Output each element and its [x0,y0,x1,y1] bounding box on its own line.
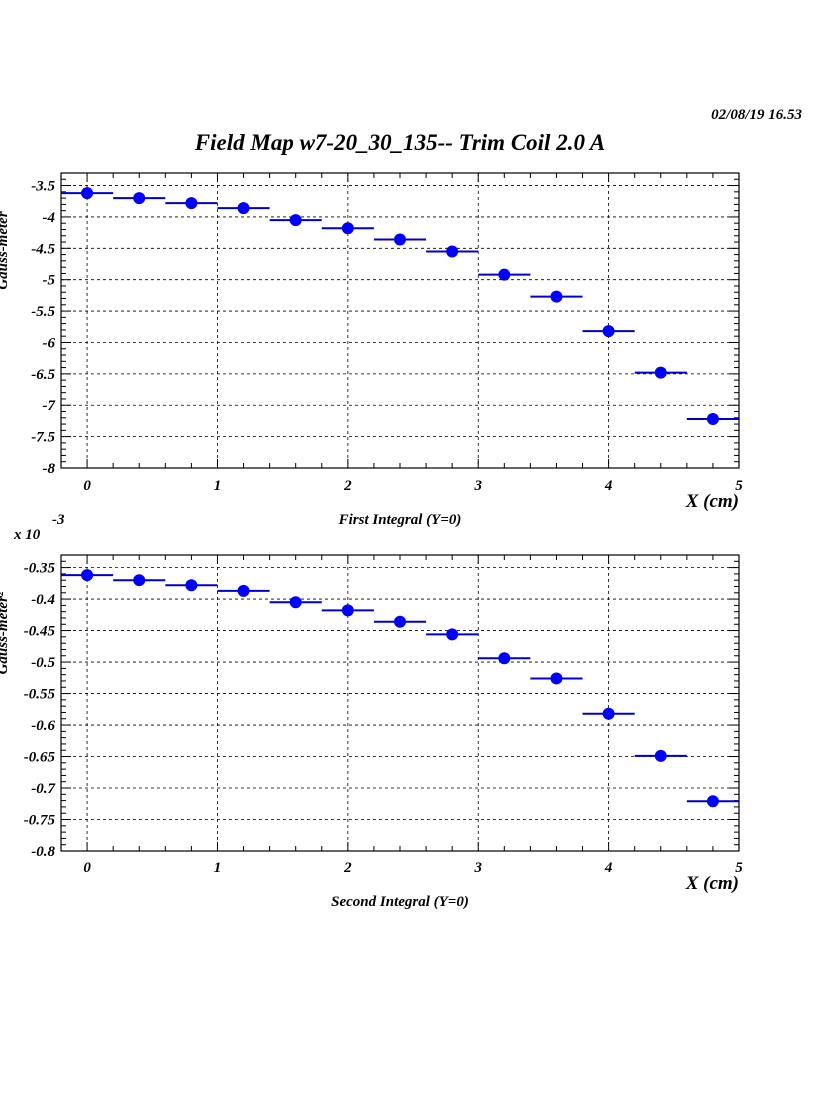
second-data-point [654,749,667,762]
first-data-point [237,202,250,215]
second-data-point [706,795,719,808]
first-xtick-label: 4 [604,478,613,494]
second-ytick-label: -0.75 [24,813,56,829]
first-data-point [446,245,459,258]
second-ytick-label: -0.65 [24,750,56,766]
first-ytick-label: -5 [43,273,56,289]
second-ytick-label: -0.5 [31,655,55,671]
first-data-point [498,268,511,281]
second-data-point [550,672,563,685]
second-x-axis-label: X (cm) [685,873,739,894]
second-data-point [394,615,406,628]
second-ytick-label: -0.7 [31,781,55,797]
second-data-point [185,579,198,592]
first-data-point [394,233,406,246]
first-data-point [185,197,198,210]
second-y-multiplier-exponent: -3 [52,512,65,528]
first-data-point [550,290,563,303]
second-data-point [133,574,146,587]
first-ytick-label: -8 [43,461,56,477]
first-ytick-label: -4.5 [31,241,55,257]
first-xtick-label: 2 [343,478,352,494]
second-ytick-label: -0.45 [24,624,56,640]
first-ytick-label: -7.5 [31,430,55,446]
second-data-point [237,584,250,597]
first-ytick-label: -5.5 [31,304,55,320]
first-xtick-label: 1 [214,478,222,494]
second-ytick-label: -0.4 [31,592,55,608]
first-data-point [654,366,667,379]
first-ytick-label: -4 [43,210,56,226]
first-xtick-label: 5 [735,478,743,494]
first-xtick-label: 3 [473,478,482,494]
second-y-multiplier: x 10 [13,527,41,543]
second-integral-plot: 0 1 2 3 4 5 -0.35 -0.4 -0.45 -0.5 -0.55 -0.6 -0.65 -0… [0,512,743,910]
second-xtick-label: 3 [473,860,482,876]
second-xtick-label: 0 [83,860,91,876]
first-data-point [133,192,146,205]
second-data-point [81,569,94,582]
figure-title: Field Map w7-20_30_135-- Trim Coil 2.0 A [194,130,605,155]
first-plot-caption: First Integral (Y=0) [338,512,462,528]
second-xtick-label: 4 [604,860,613,876]
second-plot-caption: Second Integral (Y=0) [331,894,469,910]
second-xtick-label: 1 [214,860,222,876]
second-ytick-label: -0.35 [24,561,56,577]
first-integral-plot: 0 1 2 3 4 5 -3.5 -4 -4.5 -5 -5.5 -6 -6.5 -7 -7.5 -8 X (c… [0,172,743,528]
timestamp: 02/08/19 16.53 [711,107,802,123]
first-ytick-label: -7 [43,398,56,414]
first-ytick-label: -6.5 [31,367,55,383]
first-data-point [706,413,719,426]
second-xtick-label: 2 [343,860,352,876]
second-ytick-label: -0.55 [24,687,56,703]
second-data-point [341,604,354,617]
first-data-point [341,222,354,235]
second-data-point [498,652,511,665]
second-y-axis-label: Gauss-meter² [0,591,11,674]
second-xtick-label: 5 [735,860,743,876]
first-ytick-label: -3.5 [31,179,55,195]
second-data-point [602,707,615,720]
second-ytick-label: -0.6 [31,718,55,734]
first-xtick-label: 0 [83,478,91,494]
first-x-axis-label: X (cm) [685,491,739,512]
second-data-point [289,596,302,609]
first-y-axis-label: Gauss-meter [0,211,11,289]
first-data-point [289,214,302,227]
second-ytick-label: -0.8 [31,844,55,860]
first-data-point [81,187,94,200]
first-ytick-label: -6 [43,335,56,351]
first-data-point [602,325,615,338]
second-data-point [446,628,459,641]
